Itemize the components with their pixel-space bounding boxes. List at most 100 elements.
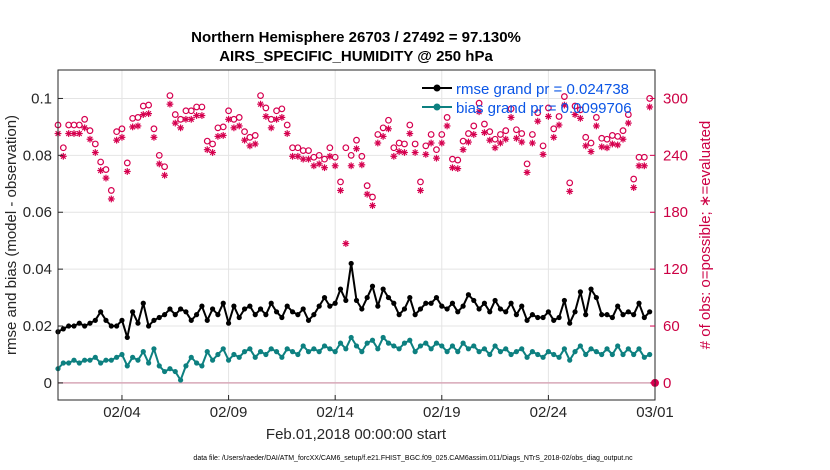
bias-point bbox=[417, 343, 424, 349]
obs-possible-point bbox=[347, 151, 355, 159]
obs-evaluated-point bbox=[390, 152, 398, 160]
bias-point bbox=[620, 351, 626, 358]
obs-evaluated-point bbox=[171, 119, 179, 127]
x-ticks: 02/04 02/09 02/14 02/19 02/24 03/01 bbox=[103, 395, 674, 421]
obs-possible-point bbox=[491, 135, 499, 143]
rmse-point bbox=[114, 323, 120, 329]
rmse-point bbox=[225, 320, 232, 326]
rmse-point bbox=[71, 323, 77, 329]
rmse-point bbox=[289, 309, 296, 315]
rmse-point bbox=[241, 306, 248, 312]
rmse-point bbox=[641, 314, 647, 321]
obs-evaluated-point bbox=[91, 149, 99, 156]
bias-point bbox=[87, 357, 93, 363]
rmse-point bbox=[359, 306, 365, 312]
bias-point bbox=[583, 351, 589, 358]
obs-evaluated-point bbox=[571, 111, 579, 118]
bias-point bbox=[641, 354, 647, 360]
obs-evaluated-point bbox=[75, 130, 83, 137]
obs-possible-point bbox=[534, 109, 542, 117]
bias-line bbox=[57, 336, 651, 382]
rmse-point bbox=[327, 303, 333, 309]
bias-point bbox=[337, 340, 344, 346]
obs-evaluated-point bbox=[374, 139, 382, 147]
bias-point bbox=[188, 354, 194, 360]
obs-possible-point bbox=[262, 104, 270, 112]
obs-possible-point bbox=[235, 114, 243, 121]
obs-possible-point bbox=[283, 121, 291, 129]
bias-point bbox=[551, 351, 557, 358]
obs-evaluated-point bbox=[518, 138, 526, 146]
obs-evaluated-point bbox=[315, 160, 323, 168]
rmse-point bbox=[119, 317, 125, 323]
obs-possible-point bbox=[155, 151, 163, 159]
bias-point bbox=[252, 354, 258, 360]
bias-point bbox=[471, 343, 477, 349]
obs-possible-point bbox=[411, 140, 419, 148]
obs-evaluated-point bbox=[497, 139, 504, 147]
obs-evaluated-point bbox=[267, 124, 275, 132]
obs-possible-point bbox=[97, 158, 105, 166]
bias-point bbox=[225, 357, 232, 363]
bias-point bbox=[71, 357, 77, 363]
bias-point bbox=[321, 343, 328, 349]
plot-frame bbox=[57, 69, 656, 401]
rmse-point bbox=[231, 303, 237, 309]
rmse-point bbox=[545, 309, 551, 315]
obs-evaluated-point bbox=[219, 132, 227, 139]
obs-possible-point bbox=[497, 131, 504, 138]
obs-possible-point bbox=[363, 182, 371, 190]
y-tick-label-0: 0 bbox=[44, 375, 52, 392]
obs-possible-point bbox=[401, 140, 408, 148]
obs-evaluated-point bbox=[582, 142, 590, 150]
rmse-point bbox=[130, 309, 136, 315]
obs-evaluated-point bbox=[566, 187, 574, 195]
obs-evaluated-point bbox=[507, 114, 515, 121]
bias-point bbox=[519, 346, 525, 352]
bias-point bbox=[396, 346, 402, 352]
obs-possible-point bbox=[342, 144, 350, 152]
bias-point bbox=[162, 368, 168, 375]
obs-evaluated-point bbox=[331, 162, 339, 170]
rmse-point bbox=[311, 312, 317, 318]
bias-point bbox=[423, 340, 429, 346]
bias-point bbox=[327, 346, 333, 352]
rmse-point bbox=[369, 283, 376, 289]
obs-evaluated-point bbox=[358, 161, 366, 169]
obs-possible-point bbox=[587, 139, 595, 147]
rmse-point bbox=[375, 303, 381, 309]
chart-subtitle: AIRS_SPECIFIC_HUMIDITY @ 250 hPa bbox=[219, 48, 493, 65]
x-tick-label-2: 02/14 bbox=[316, 404, 354, 421]
obs-possible-point bbox=[225, 107, 232, 115]
obs-evaluated-point bbox=[534, 117, 542, 125]
obs-evaluated-point bbox=[294, 152, 302, 160]
obs-evaluated-point bbox=[198, 112, 206, 119]
bias-point bbox=[177, 377, 184, 383]
obs-evaluated-point bbox=[438, 139, 446, 147]
rmse-point bbox=[535, 314, 541, 321]
obs-evaluated-point bbox=[459, 146, 467, 154]
rmse-point bbox=[433, 294, 440, 301]
obs-possible-point bbox=[123, 159, 131, 167]
bias-point bbox=[98, 360, 104, 366]
bias-point bbox=[167, 366, 173, 372]
bias-point bbox=[92, 354, 98, 360]
obs-possible-point bbox=[209, 140, 216, 148]
obs-evaluated-point bbox=[187, 115, 195, 123]
y2-axis-label: # of obs: o=possible; ∗=evaluated bbox=[697, 121, 714, 350]
obs-evaluated-point bbox=[310, 162, 318, 170]
obs-evaluated-point bbox=[369, 202, 376, 210]
obs-possible-point bbox=[150, 125, 158, 133]
obs-evaluated-point bbox=[139, 111, 147, 118]
obs-evaluated-point bbox=[166, 100, 174, 108]
obs-possible-point bbox=[475, 99, 483, 107]
obs-count-layer bbox=[54, 92, 654, 247]
y-tick-label-2: 0.04 bbox=[23, 261, 52, 278]
obs-possible-point bbox=[278, 105, 286, 113]
bias-point bbox=[156, 363, 162, 369]
obs-possible-point bbox=[539, 142, 547, 150]
rmse-point bbox=[599, 312, 605, 318]
bias-point bbox=[332, 349, 338, 355]
obs-evaluated-point bbox=[481, 129, 488, 136]
obs-possible-point bbox=[427, 131, 435, 138]
